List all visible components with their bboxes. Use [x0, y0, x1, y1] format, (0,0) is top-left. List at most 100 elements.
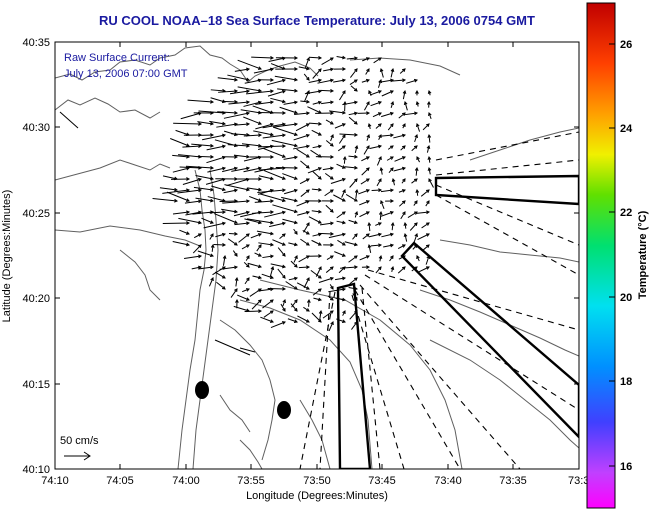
current-vector-head: [221, 99, 227, 104]
current-vector: [340, 266, 358, 269]
current-vector-head: [378, 266, 382, 271]
current-vector: [207, 196, 226, 202]
current-vector: [417, 266, 430, 273]
current-vector-head: [401, 166, 407, 171]
current-vector: [321, 101, 334, 105]
current-vector: [184, 200, 202, 204]
current-vector-head: [246, 277, 250, 282]
current-vector-head: [305, 165, 310, 169]
current-vector-head: [390, 265, 395, 271]
current-vector: [211, 185, 226, 191]
current-vector-head: [174, 187, 179, 192]
current-vector: [185, 165, 214, 169]
current-vector: [197, 250, 214, 257]
current-vector: [209, 233, 214, 240]
current-vector: [391, 79, 406, 82]
current-vector-head: [401, 68, 406, 73]
current-vector-head: [377, 232, 383, 237]
current-vector-head: [294, 122, 299, 127]
current-vector: [350, 85, 358, 92]
current-vector: [307, 167, 322, 174]
current-vector: [217, 77, 238, 81]
current-vector: [262, 147, 286, 158]
current-vector-head: [318, 187, 323, 192]
current-vector: [222, 255, 226, 266]
current-vector: [271, 139, 298, 147]
current-vector-head: [234, 265, 239, 270]
current-vector-head: [317, 175, 322, 180]
current-vector-head: [186, 188, 191, 193]
current-vector: [336, 318, 346, 323]
current-vector-head: [209, 176, 215, 181]
current-vector: [172, 154, 190, 158]
current-vector-head: [425, 244, 430, 248]
x-tick-label: 73:35: [499, 475, 527, 487]
current-vector-head: [401, 133, 407, 138]
current-vector: [252, 105, 274, 114]
current-vector-head: [294, 67, 299, 71]
current-vector: [272, 239, 286, 246]
current-vector-head: [317, 288, 322, 292]
current-vector-head: [318, 121, 323, 126]
current-vector-head: [354, 178, 358, 183]
current-vector: [344, 241, 358, 246]
current-vector-head: [306, 99, 311, 104]
current-vector: [290, 260, 298, 268]
current-vector: [218, 90, 238, 93]
current-vector-head: [341, 242, 346, 246]
current-vector-head: [401, 189, 406, 193]
current-vector-head: [306, 222, 310, 227]
current-vector-head: [329, 276, 334, 281]
current-vector: [333, 79, 346, 83]
current-vector: [213, 213, 238, 224]
current-vector: [379, 211, 382, 221]
current-vector-head: [246, 221, 251, 226]
current-vector-head: [389, 211, 394, 215]
current-vector: [233, 154, 250, 158]
current-vector: [197, 121, 214, 125]
current-vector: [328, 288, 346, 293]
current-vector: [300, 100, 310, 103]
current-vector: [179, 229, 190, 235]
current-vector-head: [354, 265, 359, 270]
x-tick-label: 74:00: [172, 475, 200, 487]
current-vector: [381, 112, 394, 118]
current-vector-head: [305, 286, 310, 290]
current-vector-head: [390, 188, 395, 193]
current-vector: [349, 79, 358, 85]
y-tick-label: 40:30: [22, 122, 50, 134]
current-vector-head: [282, 287, 287, 291]
current-vector: [376, 156, 382, 166]
current-vector-head: [354, 132, 359, 137]
current-vector: [187, 99, 214, 103]
current-vector-head: [305, 319, 310, 323]
current-vector: [270, 63, 286, 70]
current-vector: [215, 233, 226, 238]
current-vector: [166, 191, 190, 202]
current-vector: [307, 106, 322, 114]
current-vector: [277, 88, 298, 92]
current-vector-head: [281, 78, 287, 83]
current-vector: [231, 133, 250, 136]
current-vector: [243, 167, 262, 173]
current-vector-head: [401, 112, 406, 116]
current-vector: [370, 90, 382, 96]
current-vector-head: [281, 89, 286, 94]
current-vector-head: [293, 110, 298, 115]
current-vector: [226, 178, 250, 187]
current-vector: [404, 112, 418, 116]
current-vector-head: [186, 177, 191, 181]
current-vector-head: [197, 244, 202, 249]
current-vector: [244, 218, 262, 224]
current-vector: [243, 261, 250, 268]
current-vector-head: [270, 254, 275, 259]
current-vector: [205, 178, 226, 185]
current-vector-head: [403, 221, 408, 226]
current-vector-head: [294, 166, 299, 170]
current-vector: [184, 255, 202, 260]
current-vector-head: [425, 233, 430, 237]
current-vector-head: [258, 187, 263, 192]
current-vector-head: [366, 101, 370, 106]
current-vector: [272, 126, 298, 136]
current-vector-head: [294, 299, 298, 304]
